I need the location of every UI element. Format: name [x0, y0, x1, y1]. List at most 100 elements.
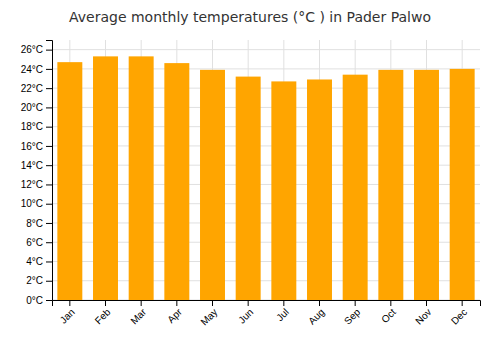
- tick-label: Feb: [93, 306, 113, 326]
- tick-mark: [390, 300, 391, 306]
- tick-mark: [176, 300, 177, 306]
- tick-mark: [355, 300, 356, 306]
- tick-mark: [46, 146, 52, 147]
- bar: [200, 70, 225, 300]
- tick-label: 10°C: [21, 198, 43, 209]
- tick: Dec: [449, 300, 469, 327]
- bar: [271, 81, 296, 300]
- axis-line: [53, 301, 481, 307]
- tick: 18°C: [21, 121, 52, 132]
- tick-mark: [46, 184, 52, 185]
- tick-label: 8°C: [26, 218, 43, 229]
- tick-label: Jul: [274, 306, 291, 323]
- tick-label: 6°C: [26, 237, 43, 248]
- tick-label: Oct: [379, 306, 398, 325]
- tick: Jan: [58, 300, 77, 326]
- tick: 6°C: [26, 237, 52, 248]
- bar: [414, 70, 439, 300]
- tick: 16°C: [21, 141, 52, 152]
- plot: 0°C 2°C 4°C 6°C 8°C 10°C 12°C 14°C 16°C 18°C 20°C 2…: [21, 40, 481, 328]
- bars: [57, 56, 474, 300]
- tick-label: May: [198, 306, 219, 327]
- tick-mark: [46, 204, 52, 205]
- tick-label: 22°C: [21, 83, 43, 94]
- bar: [129, 56, 154, 300]
- tick-mark: [69, 300, 70, 306]
- tick: 24°C: [21, 64, 52, 75]
- tick-label: 14°C: [21, 160, 43, 171]
- tick-mark: [46, 300, 52, 301]
- tick: 14°C: [21, 160, 52, 171]
- tick-mark: [212, 300, 213, 306]
- bar: [57, 62, 82, 300]
- tick: 12°C: [21, 179, 52, 190]
- tick: 26°C: [21, 44, 52, 55]
- tick-label: 2°C: [26, 275, 43, 286]
- tick-label: 24°C: [21, 64, 43, 75]
- tick-label: Jun: [236, 306, 255, 325]
- tick: 2°C: [26, 275, 52, 286]
- title: Average monthly temperatures (°C ) in Pa…: [69, 9, 431, 25]
- tick-label: 18°C: [21, 121, 43, 132]
- grid-line-y: [52, 49, 480, 50]
- tick-mark: [46, 223, 52, 224]
- bar: [450, 69, 475, 300]
- tick-mark: [46, 261, 52, 262]
- chart: 0°C 2°C 4°C 6°C 8°C 10°C 12°C 14°C 16°C 18°C 20°C 2…: [0, 0, 500, 350]
- tick: Aug: [306, 300, 326, 327]
- bar: [343, 75, 368, 300]
- tick: May: [198, 300, 219, 328]
- bar: [378, 70, 403, 300]
- tick-mark: [46, 127, 52, 128]
- tick-label: Aug: [306, 306, 326, 326]
- tick-label: 4°C: [26, 256, 43, 267]
- tick: 0°C: [26, 295, 52, 306]
- tick-mark: [46, 69, 52, 70]
- tick: Nov: [413, 300, 433, 327]
- tick-mark: [46, 88, 52, 89]
- bar: [164, 63, 189, 300]
- tick: Jun: [236, 300, 255, 326]
- tick: 10°C: [21, 198, 52, 209]
- tick-label: Jan: [58, 306, 77, 325]
- y-axis: 0°C 2°C 4°C 6°C 8°C 10°C 12°C 14°C 16°C 18°C 20°C 2…: [21, 41, 53, 306]
- tick-mark: [319, 300, 320, 306]
- tick-label: 16°C: [21, 141, 43, 152]
- tick-mark: [46, 242, 52, 243]
- bar: [307, 79, 332, 300]
- tick-label: Dec: [449, 306, 469, 326]
- tick-mark: [46, 281, 52, 282]
- tick-mark: [426, 300, 427, 306]
- tick-label: Mar: [128, 306, 148, 326]
- grid: [52, 40, 480, 300]
- tick-mark: [283, 300, 284, 306]
- tick-label: 0°C: [26, 295, 43, 306]
- bar: [236, 77, 261, 300]
- tick-mark: [462, 300, 463, 306]
- tick-label: Apr: [165, 306, 184, 325]
- tick: Sep: [342, 300, 363, 327]
- tick: 4°C: [26, 256, 52, 267]
- tick: Mar: [128, 300, 148, 326]
- tick-mark: [46, 50, 52, 51]
- tick-label: 26°C: [21, 44, 43, 55]
- tick-mark: [248, 300, 249, 306]
- tick: Feb: [93, 300, 113, 326]
- tick-mark: [46, 165, 52, 166]
- axis-line: [46, 41, 53, 301]
- tick: 20°C: [21, 102, 52, 113]
- tick-label: Sep: [342, 306, 363, 327]
- tick-mark: [141, 300, 142, 306]
- tick: Oct: [379, 300, 398, 325]
- tick-label: 20°C: [21, 102, 43, 113]
- tick: 8°C: [26, 218, 52, 229]
- tick-mark: [46, 107, 52, 108]
- tick-mark: [105, 300, 106, 306]
- tick-label: 12°C: [21, 179, 43, 190]
- tick-label: Nov: [413, 306, 433, 326]
- tick: 22°C: [21, 83, 52, 94]
- x-axis: Jan Feb Mar Apr May Jun Jul Aug Sep Oct Nov Dec: [53, 300, 481, 328]
- bar: [93, 56, 118, 300]
- tick: Apr: [165, 300, 184, 325]
- tick: Jul: [274, 300, 291, 323]
